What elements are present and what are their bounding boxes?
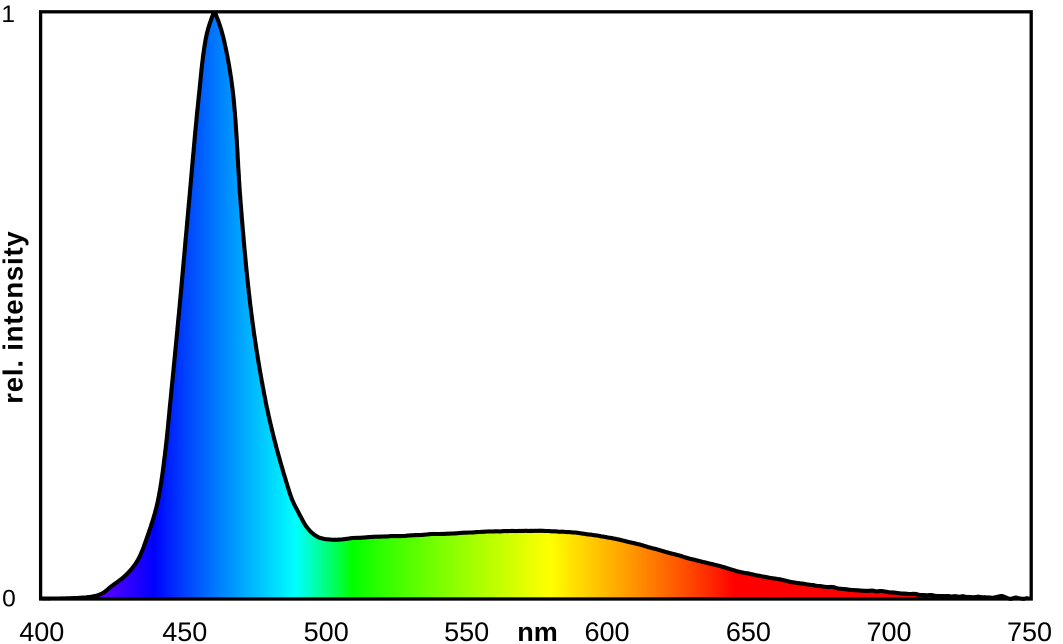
- svg-text:rel. intensity: rel. intensity: [0, 230, 28, 403]
- svg-text:750: 750: [1007, 617, 1052, 644]
- svg-text:500: 500: [304, 617, 349, 644]
- svg-text:700: 700: [866, 617, 911, 644]
- svg-text:1: 1: [1, 1, 15, 28]
- svg-text:0: 0: [2, 585, 16, 612]
- svg-text:400: 400: [19, 617, 64, 644]
- svg-text:550: 550: [444, 617, 489, 644]
- svg-text:650: 650: [726, 617, 771, 644]
- svg-text:nm: nm: [517, 617, 558, 644]
- svg-text:600: 600: [584, 617, 629, 644]
- svg-text:450: 450: [162, 617, 207, 644]
